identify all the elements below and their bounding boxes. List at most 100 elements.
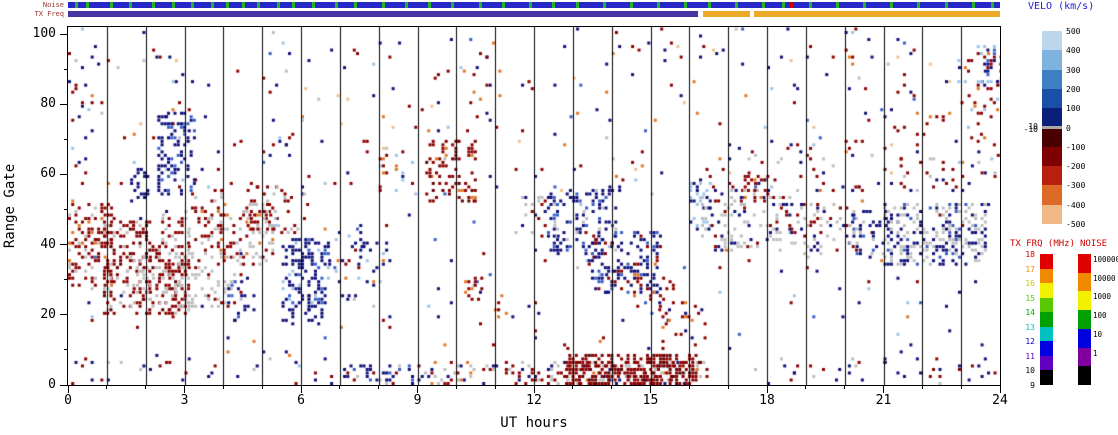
velo-colorbar-segment [1042, 166, 1062, 186]
noise-strip-mark [74, 2, 78, 8]
velo-colorbar-segment [1042, 125, 1062, 130]
velo-colorbar-segment [1042, 108, 1062, 126]
noise-colorbar-title: NOISE [1080, 239, 1108, 249]
txfreq-strip-segment [702, 11, 750, 17]
noise-strip-mark [684, 2, 688, 8]
noise-strip-special-mark [790, 2, 794, 8]
txfrq-colorbar-segment [1040, 355, 1053, 371]
noise-colorbar-segment [1078, 347, 1091, 367]
noise-strip-mark [630, 2, 634, 8]
plot-frame [67, 26, 1001, 386]
noise-strip-mark [109, 2, 113, 8]
velo-scale-label: 100 [1066, 104, 1081, 114]
noise-strip-mark [171, 2, 175, 8]
noise-scale-label: 1 [1093, 348, 1098, 358]
noise-scale-label: 10 [1093, 329, 1103, 339]
x-minor-tick [572, 386, 574, 389]
noise-strip-mark [210, 2, 214, 8]
txfrq-scale-label: 13 [1025, 322, 1035, 332]
x-tick-label: 12 [526, 393, 542, 408]
noise-strip-mark [428, 2, 432, 8]
x-minor-tick [494, 386, 496, 389]
y-major-tick [60, 173, 67, 175]
velo-zero-band-label: -10 [1023, 125, 1038, 135]
x-major-tick [417, 386, 418, 393]
velo-colorbar-segment [1042, 185, 1062, 205]
x-major-tick [999, 386, 1001, 393]
noise-strip-mark [257, 2, 261, 8]
x-axis-label: UT hours [500, 415, 568, 431]
x-major-tick [300, 386, 302, 393]
velo-scale-label: 400 [1066, 46, 1081, 56]
txfreq-strip [68, 11, 1000, 17]
x-major-tick [650, 386, 651, 393]
velo-scale-label: -200 [1066, 162, 1086, 172]
noise-colorbar-segment [1078, 291, 1091, 311]
noise-strip-mark [501, 2, 505, 8]
noise-colorbar-segment [1078, 272, 1091, 292]
x-major-tick [883, 386, 884, 393]
noise-strip-mark [276, 2, 280, 8]
velo-scale-label: -500 [1066, 220, 1086, 229]
noise-strip-mark [552, 2, 556, 8]
velo-zero-band-label: 10 [1028, 121, 1038, 131]
noise-strip-mark [334, 2, 338, 8]
velo-colorbar-segment [1042, 146, 1062, 167]
velo-colorbar-segment [1042, 204, 1062, 224]
txfreq-strip-segment [753, 11, 1000, 17]
noise-strip-mark [917, 2, 921, 8]
x-minor-tick [727, 386, 729, 389]
velo-scale-label: -300 [1066, 181, 1086, 191]
txfrq-scale-label: 14 [1025, 308, 1035, 318]
noise-strip-mark [657, 2, 661, 8]
velo-colorbar-segment [1042, 69, 1062, 89]
x-minor-tick [378, 386, 380, 389]
txfreq-strip-segment [68, 11, 698, 17]
x-minor-tick [106, 386, 108, 389]
y-minor-tick [64, 68, 67, 70]
noise-strip-mark [991, 2, 995, 8]
x-tick-label: 21 [875, 393, 892, 408]
velo-scale-label: 200 [1066, 84, 1081, 94]
velo-scale-label: 500 [1066, 27, 1081, 36]
y-minor-tick [64, 138, 67, 140]
x-tick-label: 15 [642, 393, 659, 408]
x-tick-label: 0 [64, 393, 72, 408]
noise-colorbar [1078, 254, 1091, 385]
x-minor-tick [805, 386, 807, 389]
txfrq-colorbar [1040, 254, 1053, 385]
y-minor-tick [64, 209, 67, 210]
noise-strip-mark [762, 2, 766, 8]
txfrq-colorbar-segment [1040, 326, 1053, 342]
y-minor-tick [64, 279, 67, 281]
noise-strip-mark [404, 2, 408, 8]
x-minor-tick [339, 386, 341, 389]
noise-strip-mark [890, 2, 894, 8]
y-tick-label: 0 [48, 377, 56, 392]
txfrq-scale-label: 15 [1025, 293, 1035, 303]
x-minor-tick [222, 386, 224, 389]
y-tick-label: 60 [40, 166, 56, 182]
velo-scale-label: 0 [1066, 123, 1071, 133]
noise-strip-label: Noise [42, 1, 64, 9]
noise-colorbar-segment [1078, 310, 1091, 329]
txfrq-scale-label: 9 [1030, 381, 1035, 390]
x-minor-tick [688, 386, 690, 389]
velo-scale-label: -400 [1066, 200, 1086, 210]
x-tick-label: 9 [413, 393, 422, 408]
txfrq-colorbar-segment [1040, 268, 1053, 284]
noise-strip-mark [863, 2, 867, 8]
txfrq-scale-label: 12 [1025, 337, 1035, 347]
x-major-tick [184, 386, 185, 393]
noise-strip-mark [354, 2, 358, 8]
noise-strip-mark [734, 2, 738, 8]
x-tick-label: 6 [297, 393, 305, 408]
noise-scale-label: 100 [1093, 311, 1107, 321]
txfrq-colorbar-segment [1040, 312, 1053, 327]
velo-colorbar-segment [1042, 129, 1062, 147]
noise-strip-mark [602, 2, 606, 8]
noise-strip-mark [241, 2, 245, 8]
y-major-tick [60, 103, 67, 105]
velo-colorbar [1042, 31, 1062, 224]
y-tick-label: 20 [40, 306, 56, 322]
